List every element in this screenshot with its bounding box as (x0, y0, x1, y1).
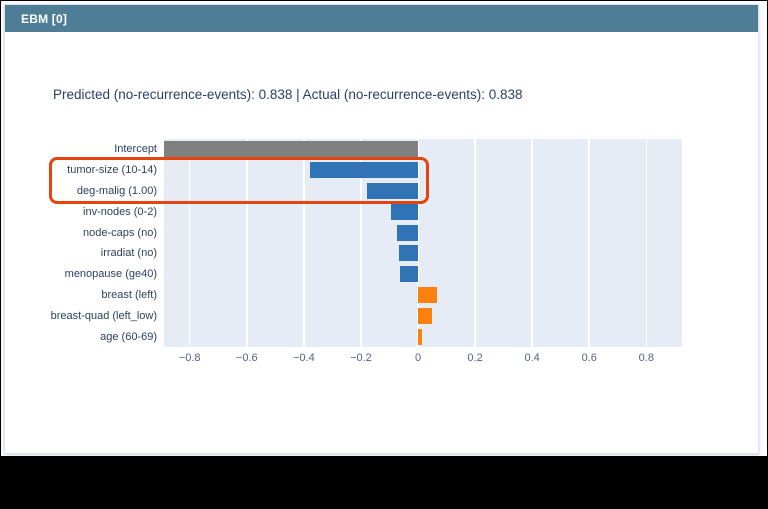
page-background: EBM [0] Predicted (no-recurrence-events)… (1, 1, 767, 456)
local-explanation-chart: −0.8 −0.6 −0.4 −0.2 0 0.2 0.4 0.6 0.8 Intercept tu… (5, 5, 758, 453)
x-tick-label: −0.2 (350, 352, 372, 364)
contribution-bar-negative[interactable] (366, 183, 418, 199)
gridline (188, 139, 191, 347)
contribution-bar-negative[interactable] (398, 245, 418, 262)
y-axis-label: inv-nodes (0-2) (83, 205, 157, 218)
zero-line (416, 139, 420, 347)
contribution-bar-negative[interactable] (397, 224, 418, 241)
contribution-bar-positive[interactable] (418, 307, 433, 324)
y-axis-label: breast-quad (left_low) (50, 309, 157, 322)
contribution-bar-positive[interactable] (418, 328, 423, 345)
gridline (531, 139, 533, 347)
y-axis-label: menopause (ge40) (64, 268, 157, 281)
gridline (360, 139, 362, 347)
gridline (588, 139, 590, 347)
x-tick-label: −0.8 (178, 352, 201, 364)
x-tick-label: −0.4 (292, 352, 315, 364)
panel-header-title: EBM [0] (21, 11, 68, 26)
contribution-bar-positive[interactable] (418, 287, 437, 303)
contribution-bar-negative[interactable] (399, 266, 418, 283)
y-axis-label: deg-malig (1.00) (76, 185, 157, 197)
x-tick-label: 0 (414, 352, 422, 364)
contribution-bar-intercept[interactable] (164, 141, 418, 158)
x-tick-label: 0.4 (524, 352, 540, 364)
x-tick-label: 0.6 (581, 352, 597, 364)
contribution-bar-negative[interactable] (309, 162, 418, 179)
y-axis-label: breast (left) (101, 289, 157, 301)
x-tick-label: −0.6 (235, 352, 258, 364)
gridline (303, 139, 305, 347)
contribution-bar-negative[interactable] (390, 203, 418, 220)
x-tick-label: 0.8 (638, 352, 654, 364)
y-axis-label: irradiat (no) (100, 247, 157, 260)
y-axis-label: node-caps (no) (83, 226, 157, 239)
gridline (246, 139, 248, 347)
panel-header: EBM [0] (5, 5, 758, 32)
ebm-panel: EBM [0] Predicted (no-recurrence-events)… (4, 4, 759, 454)
chart-title: Predicted (no-recurrence-events): 0.838 … (53, 87, 523, 102)
y-axis-label: tumor-size (10-14) (67, 164, 157, 177)
x-tick-label: 0.2 (467, 352, 483, 364)
y-axis-label: Intercept (114, 143, 157, 156)
bottom-black-bar (0, 456, 768, 509)
gridline (645, 139, 648, 347)
gridline (474, 139, 476, 347)
highlight-box (49, 157, 429, 204)
y-axis-label: age (60-69) (100, 330, 157, 343)
